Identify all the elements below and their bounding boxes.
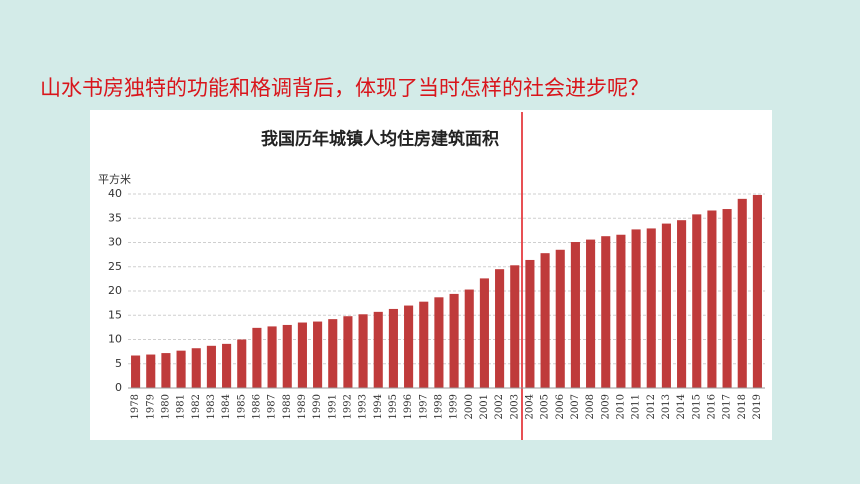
x-tick-label: 2005 — [540, 394, 551, 419]
bar — [161, 353, 171, 388]
y-tick-label: 10 — [108, 333, 122, 346]
bar — [388, 308, 398, 388]
bar — [495, 269, 505, 388]
bar — [616, 234, 626, 388]
x-tick-label: 1982 — [191, 394, 202, 419]
bar — [601, 236, 611, 388]
x-tick-label: 1987 — [267, 394, 278, 419]
x-tick-label: 1997 — [418, 394, 429, 419]
bar — [358, 314, 368, 388]
bar — [722, 209, 732, 388]
x-tick-label: 2013 — [661, 394, 672, 419]
x-tick-label: 1984 — [221, 394, 232, 419]
y-tick-label: 0 — [115, 381, 122, 394]
bar — [313, 321, 323, 388]
x-tick-label: 1994 — [373, 394, 384, 419]
bar — [419, 301, 429, 388]
bar — [146, 354, 156, 388]
bar — [449, 293, 459, 388]
bar — [692, 214, 702, 388]
x-tick-label: 2003 — [509, 394, 520, 419]
x-tick-label: 1992 — [342, 394, 353, 419]
x-tick-label: 2016 — [706, 394, 717, 419]
bar — [555, 249, 565, 388]
bar — [404, 305, 414, 388]
y-tick-label: 5 — [115, 357, 122, 370]
x-tick-label: 1980 — [160, 394, 171, 419]
x-tick-label: 1995 — [388, 394, 399, 419]
x-tick-label: 1998 — [433, 394, 444, 419]
chart-title: 我国历年城镇人均住房建筑面积 — [261, 129, 499, 150]
x-tick-label: 1988 — [282, 394, 293, 419]
bar — [206, 345, 216, 388]
bar — [252, 327, 262, 388]
x-tick-label: 2011 — [631, 394, 642, 419]
x-tick-label: 2012 — [646, 394, 657, 419]
y-tick-label: 25 — [108, 260, 122, 273]
y-axis-label: 平方米 — [98, 172, 131, 186]
y-tick-label: 30 — [108, 236, 122, 249]
x-tick-label: 1978 — [130, 394, 141, 419]
x-tick-label: 2008 — [585, 394, 596, 419]
bar — [752, 194, 762, 388]
x-tick-label: 2009 — [600, 394, 611, 419]
bar — [176, 350, 186, 388]
bar — [661, 223, 671, 388]
bar — [328, 319, 338, 388]
chart-panel — [90, 110, 772, 440]
bar — [707, 210, 717, 388]
x-tick-label: 2006 — [555, 394, 566, 419]
y-tick-label: 20 — [108, 284, 122, 297]
x-tick-label: 2014 — [676, 394, 687, 419]
y-tick-label: 15 — [108, 308, 122, 321]
bar — [237, 339, 247, 388]
bar — [191, 348, 201, 388]
x-tick-label: 1979 — [145, 394, 156, 419]
bar — [131, 355, 141, 388]
bar — [540, 253, 550, 388]
bar — [343, 316, 353, 388]
bar — [737, 198, 747, 388]
bar — [297, 322, 307, 388]
x-tick-label: 2018 — [737, 394, 748, 419]
bar — [373, 311, 383, 388]
x-tick-label: 1989 — [297, 394, 308, 419]
x-tick-label: 1983 — [206, 394, 217, 419]
x-tick-label: 1993 — [358, 394, 369, 419]
x-tick-label: 1981 — [176, 394, 187, 419]
bar — [525, 259, 535, 388]
bar — [222, 343, 232, 388]
bar — [464, 289, 474, 388]
x-tick-label: 1990 — [312, 394, 323, 419]
bar — [434, 297, 444, 388]
bar — [510, 265, 520, 388]
y-tick-label: 35 — [108, 211, 122, 224]
x-tick-label: 2019 — [752, 394, 763, 419]
x-tick-label: 1991 — [327, 394, 338, 419]
bar — [646, 228, 656, 388]
bar — [282, 324, 292, 388]
bar — [479, 278, 489, 388]
x-tick-label: 2015 — [691, 394, 702, 419]
slide-heading: 山水书房独特的功能和格调背后，体现了当时怎样的社会进步呢？ — [40, 76, 649, 100]
x-tick-label: 2007 — [570, 394, 581, 419]
bar — [677, 220, 687, 388]
x-tick-label: 1996 — [403, 394, 414, 419]
y-tick-label: 40 — [108, 187, 122, 200]
x-tick-label: 2004 — [524, 394, 535, 419]
bar — [631, 229, 641, 388]
x-tick-label: 2017 — [722, 394, 733, 419]
x-tick-label: 2000 — [464, 394, 475, 419]
bar — [570, 242, 580, 388]
x-tick-label: 1986 — [251, 394, 262, 419]
x-tick-label: 2010 — [615, 394, 626, 419]
bar — [586, 239, 596, 388]
x-tick-label: 2001 — [479, 394, 490, 419]
x-tick-label: 1985 — [236, 394, 247, 419]
x-tick-label: 1999 — [449, 394, 460, 419]
x-tick-label: 2002 — [494, 394, 505, 419]
bar — [267, 326, 277, 388]
